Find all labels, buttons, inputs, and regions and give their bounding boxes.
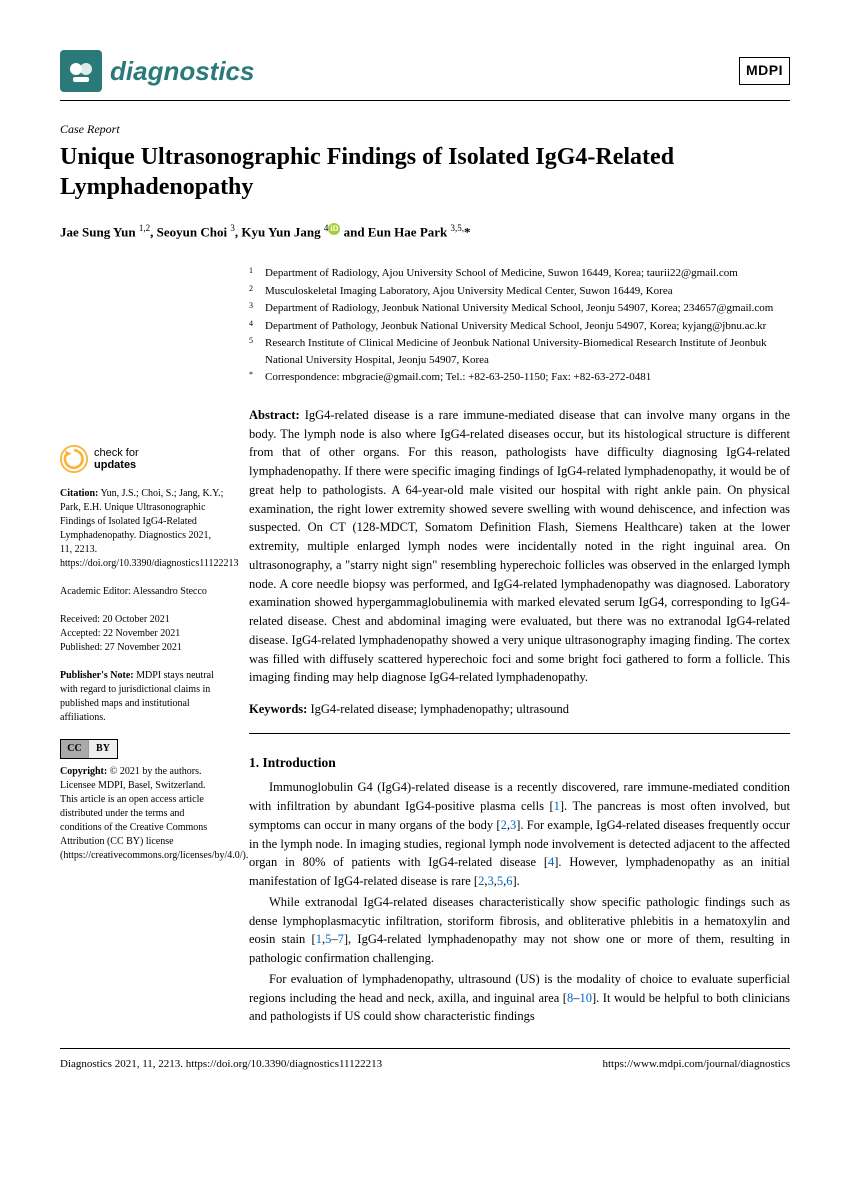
check-for-updates-button[interactable]: check for updates	[60, 445, 225, 473]
affiliation-item: 2Musculoskeletal Imaging Laboratory, Ajo…	[249, 283, 790, 300]
editor-block: Academic Editor: Alessandro Stecco	[60, 585, 225, 599]
citation-label: Citation:	[60, 488, 98, 499]
date-published: Published: 27 November 2021	[60, 641, 225, 655]
ref-link[interactable]: 6	[506, 874, 512, 888]
footer-left: Diagnostics 2021, 11, 2213. https://doi.…	[60, 1057, 382, 1072]
editor-label: Academic Editor:	[60, 586, 131, 597]
abstract: Abstract: IgG4-related disease is a rare…	[249, 406, 790, 687]
copyright-label: Copyright:	[60, 766, 107, 777]
ref-link[interactable]: 5	[497, 874, 503, 888]
ref-link[interactable]: 2	[478, 874, 484, 888]
check-updates-line1: check for	[94, 447, 139, 459]
ref-link[interactable]: 5	[325, 932, 331, 946]
journal-logo: diagnostics	[60, 50, 254, 92]
abstract-label: Abstract:	[249, 408, 300, 422]
article-type: Case Report	[60, 121, 790, 138]
affiliation-item: 4Department of Pathology, Jeonbuk Nation…	[249, 318, 790, 335]
ref-link[interactable]: 1	[554, 799, 560, 813]
check-updates-icon	[60, 445, 88, 473]
affiliation-item: 3Department of Radiology, Jeonbuk Nation…	[249, 300, 790, 317]
ref-link[interactable]: 1	[316, 932, 322, 946]
abstract-text: IgG4-related disease is a rare immune-me…	[249, 408, 790, 685]
citation-block: Citation: Yun, J.S.; Choi, S.; Jang, K.Y…	[60, 487, 225, 571]
journal-logo-icon	[60, 50, 102, 92]
ref-link[interactable]: 2	[501, 818, 507, 832]
ref-link[interactable]: 4	[548, 855, 554, 869]
publisher-badge[interactable]: MDPI	[739, 57, 790, 85]
ref-link[interactable]: 3	[510, 818, 516, 832]
publishers-note-label: Publisher's Note:	[60, 670, 134, 681]
article-title: Unique Ultrasonographic Findings of Isol…	[60, 142, 790, 202]
affiliation-item: 5Research Institute of Clinical Medicine…	[249, 335, 790, 368]
body-paragraph: For evaluation of lymphadenopathy, ultra…	[249, 970, 790, 1026]
affiliation-item: *Correspondence: mbgracie@gmail.com; Tel…	[249, 369, 790, 386]
affiliations-list: 1Department of Radiology, Ajou Universit…	[249, 265, 790, 386]
page-header: diagnostics MDPI	[60, 50, 790, 101]
journal-name: diagnostics	[110, 53, 254, 89]
publishers-note-block: Publisher's Note: MDPI stays neutral wit…	[60, 669, 225, 725]
copyright-text: © 2021 by the authors. Licensee MDPI, Ba…	[60, 766, 248, 861]
ref-link[interactable]: 7	[338, 932, 344, 946]
keywords-text: IgG4-related disease; lymphadenopathy; u…	[310, 702, 569, 716]
cc-by-icon[interactable]: CCBY	[60, 739, 118, 759]
section-heading-introduction: 1. Introduction	[249, 754, 790, 773]
page-footer: Diagnostics 2021, 11, 2213. https://doi.…	[60, 1048, 790, 1072]
ref-link[interactable]: 3	[487, 874, 493, 888]
main-content: 1Department of Radiology, Ajou Universit…	[249, 265, 790, 1028]
body-paragraph: Immunoglobulin G4 (IgG4)-related disease…	[249, 778, 790, 891]
date-accepted: Accepted: 22 November 2021	[60, 627, 225, 641]
license-block: CCBY Copyright: © 2021 by the authors. L…	[60, 739, 225, 863]
ref-link[interactable]: 10	[579, 991, 592, 1005]
editor-name: Alessandro Stecco	[133, 586, 207, 597]
dates-block: Received: 20 October 2021 Accepted: 22 N…	[60, 613, 225, 655]
affiliation-item: 1Department of Radiology, Ajou Universit…	[249, 265, 790, 282]
date-received: Received: 20 October 2021	[60, 613, 225, 627]
keywords-label: Keywords:	[249, 702, 307, 716]
citation-text: Yun, J.S.; Choi, S.; Jang, K.Y.; Park, E…	[60, 488, 239, 569]
author-list: Jae Sung Yun 1,2, Seoyun Choi 3, Kyu Yun…	[60, 222, 790, 242]
footer-right[interactable]: https://www.mdpi.com/journal/diagnostics	[603, 1057, 791, 1072]
body-paragraph: While extranodal IgG4-related diseases c…	[249, 893, 790, 968]
sidebar: check for updates Citation: Yun, J.S.; C…	[60, 265, 225, 1028]
keywords: Keywords: IgG4-related disease; lymphade…	[249, 701, 790, 734]
check-updates-line2: updates	[94, 459, 139, 471]
ref-link[interactable]: 8	[567, 991, 573, 1005]
